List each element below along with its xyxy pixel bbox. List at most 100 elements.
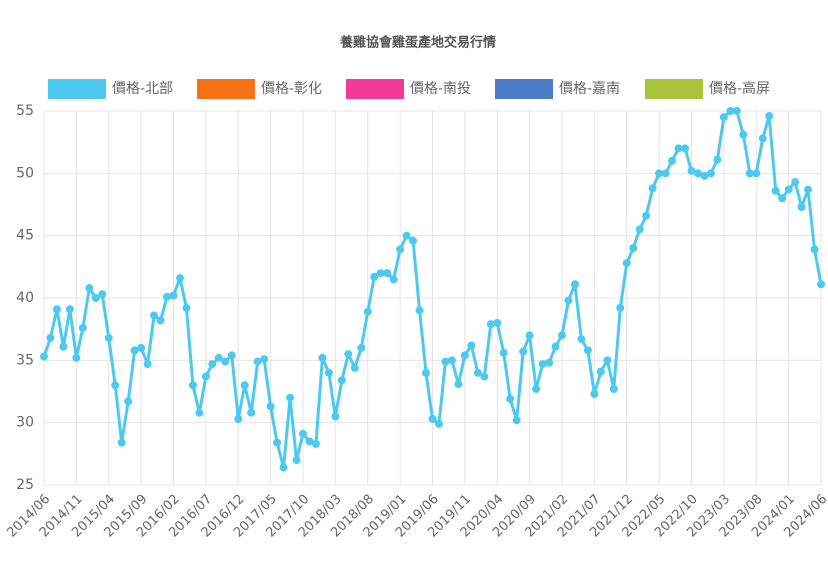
data-point [331,412,340,421]
data-point [344,350,353,359]
data-point [428,414,437,423]
data-point [784,185,793,194]
legend-label: 價格-高屏 [709,80,770,97]
data-point [260,355,269,364]
data-point [551,342,560,351]
data-point [59,342,68,351]
data-point [175,274,184,283]
data-point [758,134,767,143]
data-point [454,380,463,389]
data-point [117,438,126,447]
data-point [130,346,139,355]
data-point [713,155,722,164]
data-point [247,408,256,417]
y-tick-label: 30 [16,415,34,431]
data-point [104,333,113,342]
data-point [545,358,554,367]
data-point [85,284,94,293]
data-point [292,456,301,465]
data-point [286,393,295,402]
data-point [46,333,55,342]
data-point [208,360,217,369]
data-point [668,156,677,165]
data-point [648,184,657,193]
data-point [687,166,696,175]
data-point [156,316,165,325]
data-point [396,245,405,254]
y-tick-label: 25 [16,477,34,493]
data-point [422,368,431,377]
data-point [642,211,651,220]
data-point [273,438,282,447]
data-point [311,439,320,448]
data-point [201,372,210,381]
data-point [370,272,379,281]
data-point [590,389,599,398]
data-point [538,360,547,369]
data-point [771,186,780,195]
data-point [72,353,81,362]
data-point [163,292,172,301]
data-point [266,402,275,411]
data-point [810,245,819,254]
legend-label: 價格-彰化 [261,80,322,97]
data-point [525,331,534,340]
data-point [447,356,456,365]
data-point [214,353,223,362]
data-point [622,259,631,268]
data-point [804,185,813,194]
data-point [124,397,133,406]
data-point [150,311,159,320]
legend-swatch [48,79,106,99]
data-point [65,305,74,314]
data-point [434,419,443,428]
data-point [778,194,787,203]
data-point [570,280,579,289]
data-point [383,269,392,278]
data-point [603,356,612,365]
data-point [182,303,191,312]
data-point [137,343,146,352]
data-point [299,429,307,438]
data-point [739,130,748,139]
data-point [234,414,243,423]
data-point [467,341,476,350]
legend-swatch [495,79,553,99]
data-point [350,363,359,372]
data-point [305,437,314,446]
data-point [726,107,735,115]
data-point [221,357,230,366]
y-tick-label: 50 [16,165,34,181]
data-point [52,305,61,314]
data-point [486,320,495,329]
legend-swatch [346,79,404,99]
data-point [681,144,690,153]
data-point [499,348,508,357]
y-tick-label: 55 [16,103,34,119]
data-point [719,113,728,122]
data-point [596,367,605,376]
y-tick-label: 45 [16,228,34,244]
data-point [188,381,197,390]
data-point [817,280,825,289]
data-point [532,385,541,394]
data-point [143,360,152,369]
data-point [169,291,178,300]
data-point [655,169,664,178]
legend-swatch [197,79,255,99]
data-point [227,351,236,360]
data-point [240,381,249,390]
data-point [253,357,262,366]
data-point [577,335,586,344]
data-point [409,236,418,245]
data-point [357,343,366,352]
legend-label: 價格-北部 [112,80,173,97]
data-point [609,385,618,394]
data-point [389,275,398,284]
y-tick-label: 35 [16,352,34,368]
data-point [98,290,107,299]
data-point [732,107,741,115]
legend-label: 價格-嘉南 [559,80,620,97]
data-point [519,347,528,356]
